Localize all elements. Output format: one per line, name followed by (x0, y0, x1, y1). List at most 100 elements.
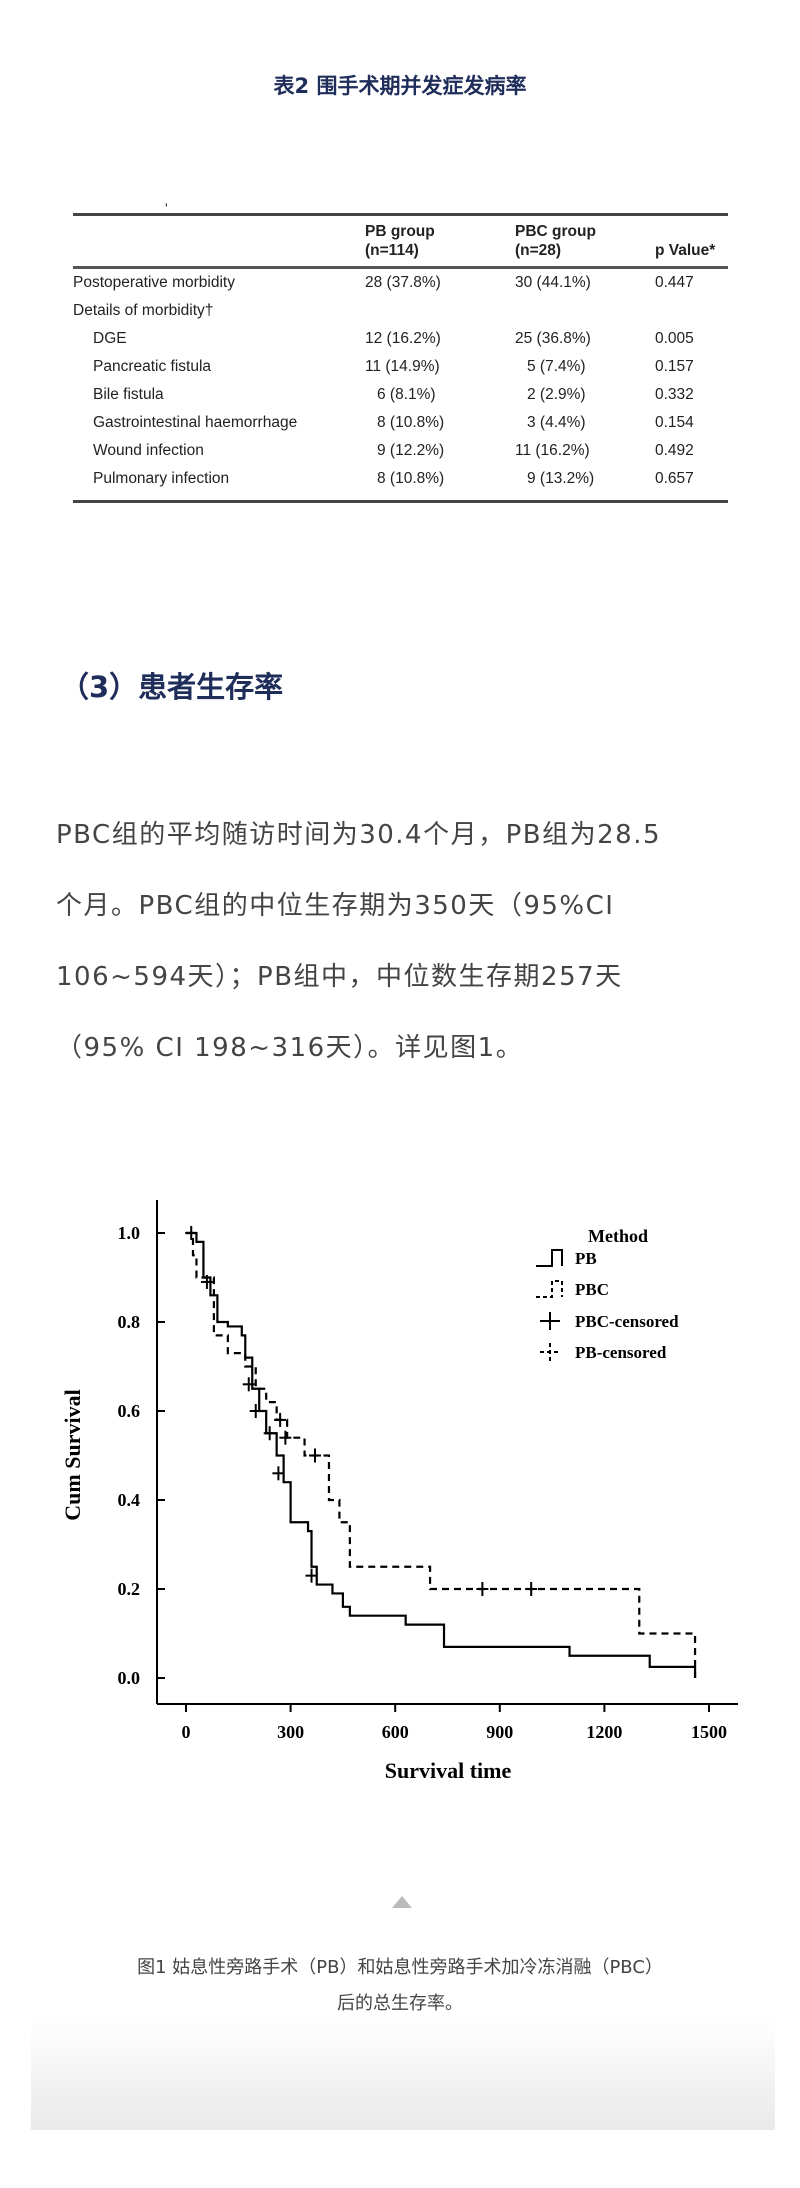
cell-pbc: 11 (16.2%) (515, 442, 590, 459)
x-tick-label: 0 (182, 1722, 191, 1742)
y-tick-label: 0.4 (118, 1490, 141, 1510)
cell-pbc: 30 (44.1%) (515, 274, 591, 291)
cell-p: 0.657 (655, 470, 694, 487)
stray-mark: ' (165, 200, 168, 216)
caption-line: 图1 姑息性旁路手术（PB）和姑息性旁路手术加冷冻消融（PBC） (137, 1957, 663, 1978)
table-row: Gastrointestinal haemorrhage 8 (10.8%) 3 (… (73, 409, 728, 437)
series-pbc-line (186, 1231, 697, 1678)
cell-label: Gastrointestinal haemorrhage (93, 414, 298, 431)
pb-censored-marker (263, 1426, 276, 1441)
paragraph-line: 个月。PBC组的中位生存期为350天（95%CI (56, 891, 615, 921)
pbc-censored-marker (476, 1582, 489, 1596)
pbc-censored-marker (274, 1412, 287, 1427)
legend-entry: PB-censored (575, 1343, 667, 1362)
cell-p: 0.332 (655, 386, 694, 403)
cell-pb: 12 (16.2%) (365, 330, 441, 347)
cell-label: Wound infection (93, 442, 204, 459)
legend: Method PB PBC PBC-censored PB-censored (536, 1226, 679, 1362)
x-axis-title: Survival time (385, 1758, 512, 1783)
legend-entry: PBC (575, 1280, 609, 1299)
cell-p: 0.492 (655, 442, 694, 459)
table-row: Bile fistula 6 (8.1%) 2 (2.9%) 0.332 (73, 381, 728, 409)
cell-label: Details of morbidity† (73, 302, 214, 319)
cell-p: 0.154 (655, 414, 694, 431)
triangle-up-icon (392, 1896, 412, 1908)
paragraph-line: （95% CI 198~316天）。详见图1。 (56, 1033, 524, 1063)
header-text: PBC group (515, 223, 596, 240)
column-header: p Value* (655, 215, 728, 268)
cell-p: 0.157 (655, 358, 694, 375)
header-text (73, 241, 365, 260)
survival-chart: 0.0 0.2 0.4 0.6 0.8 1.0 0 300 600 900 1200 1500 Surv… (60, 1200, 738, 1783)
x-tick-label: 300 (277, 1722, 304, 1742)
pb-censored-marker (242, 1377, 255, 1392)
cell-label: Postoperative morbidity (73, 274, 235, 291)
cell-pbc: 9 (13.2%) (527, 470, 595, 487)
cell-p: 0.447 (655, 274, 694, 291)
cell-pbc: 5 (7.4%) (527, 358, 586, 375)
pb-censored-marker (272, 1466, 285, 1481)
caption-line: 后的总生存率。 (337, 1993, 463, 2014)
pbc-censored-marker (279, 1430, 292, 1445)
y-tick-label: 0.6 (118, 1401, 141, 1421)
y-tick-label: 1.0 (118, 1223, 141, 1243)
y-tick-label: 0.0 (118, 1668, 141, 1688)
pb-censored-marker (185, 1226, 198, 1240)
cell-pbc (515, 297, 655, 325)
pbc-censored-marker (309, 1448, 322, 1463)
table-row: Pancreatic fistula 11 (14.9%) 5 (7.4%) 0.15… (73, 353, 728, 381)
legend-title: Method (588, 1226, 648, 1246)
cell-p (655, 297, 728, 325)
table-row: DGE 12 (16.2%) 25 (36.8%) 0.005 (73, 325, 728, 353)
column-header (73, 215, 365, 268)
cell-pb: 8 (10.8%) (377, 470, 445, 487)
x-tick-label: 600 (382, 1722, 409, 1742)
section-heading: （3）患者生存率 (60, 670, 284, 704)
cell-pb: 11 (14.9%) (365, 358, 440, 375)
survival-paragraph: PBC组的平均随访时间为30.4个月，PB组为28.5 个月。PBC组的中位生存… (56, 800, 746, 1084)
cell-pb: 6 (8.1%) (377, 386, 436, 403)
y-axis-title: Cum Survival (60, 1389, 85, 1520)
cell-label: Bile fistula (93, 386, 164, 403)
x-tick-label: 1200 (586, 1722, 622, 1742)
header-text (73, 222, 365, 241)
pbc-censored-marker (525, 1582, 538, 1596)
cell-label: DGE (93, 330, 127, 347)
figure-caption: 图1 姑息性旁路手术（PB）和姑息性旁路手术加冷冻消融（PBC） 后的总生存率。 (40, 1950, 760, 2022)
bottom-fade (31, 2018, 775, 2130)
legend-entry: PB (575, 1249, 597, 1268)
header-text: p Value* (655, 242, 716, 259)
paragraph-line: PBC组的平均随访时间为30.4个月，PB组为28.5 (56, 820, 662, 850)
cell-p: 0.005 (655, 330, 694, 347)
paragraph-line: 106~594天）；PB组中，中位数生存期257天 (56, 962, 623, 992)
cell-pbc: 2 (2.9%) (527, 386, 586, 403)
table-row: Wound infection 9 (12.2%) 11 (16.2%) 0.492 (73, 437, 728, 465)
cell-pb: 28 (37.8%) (365, 274, 441, 291)
x-tick-label: 1500 (691, 1722, 727, 1742)
table-row: Postoperative morbidity 28 (37.8%) 30 (44.… (73, 268, 728, 298)
cell-pb (365, 297, 515, 325)
cell-label: Pancreatic fistula (93, 358, 212, 375)
pb-censored-marker (305, 1568, 318, 1583)
column-header: PB group (n=114) (365, 215, 515, 268)
series-pb-line (186, 1231, 697, 1678)
table-row: Details of morbidity† (73, 297, 728, 325)
pb-censored-marker (200, 1274, 213, 1289)
cell-pb: 9 (12.2%) (377, 442, 445, 459)
pb-censored-marker (249, 1404, 262, 1418)
cell-label: Pulmonary infection (93, 470, 230, 487)
cell-pbc: 25 (36.8%) (515, 330, 591, 347)
table-row: Pulmonary infection 8 (10.8%) 9 (13.2%) 0.6… (73, 465, 728, 502)
legend-entry: PBC-censored (575, 1312, 679, 1331)
header-text (655, 222, 728, 241)
x-tick-label: 900 (486, 1722, 513, 1742)
legend-swatch-pb (536, 1249, 563, 1267)
cell-pbc: 3 (4.4%) (527, 414, 586, 431)
y-tick-label: 0.8 (118, 1312, 141, 1332)
table-header-row: PB group (n=114) PBC group (n=28) p Value* (73, 214, 728, 268)
header-text: (n=114) (365, 242, 419, 259)
cell-pb: 8 (10.8%) (377, 414, 445, 431)
header-text: PB group (365, 223, 435, 240)
y-tick-label: 0.2 (118, 1579, 141, 1599)
